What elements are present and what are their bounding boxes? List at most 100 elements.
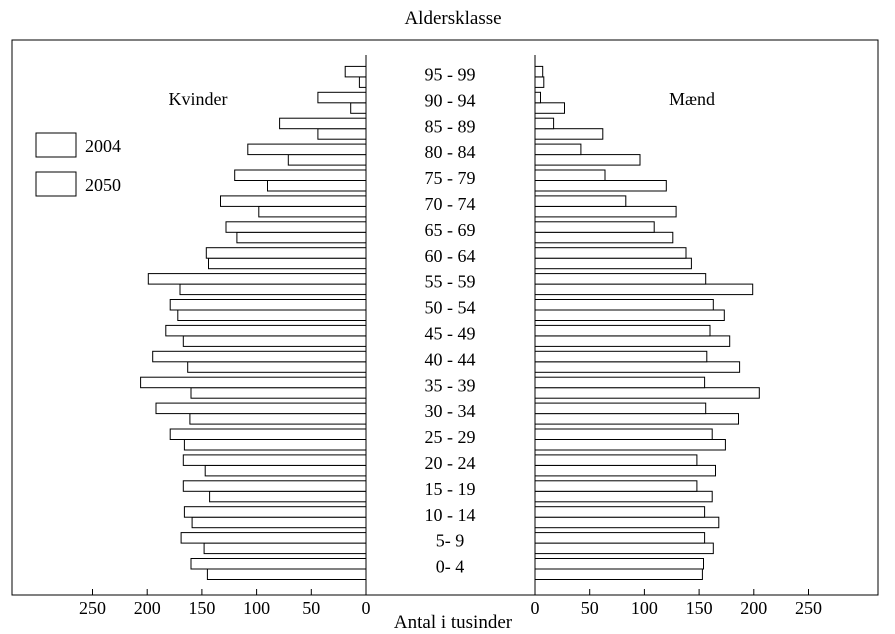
bar-left-2050-10 xyxy=(169,299,367,311)
bar-right-2004-19 xyxy=(534,76,545,88)
bar-left-2004-17 xyxy=(317,128,367,140)
bar-right-2004-4 xyxy=(534,464,716,477)
age-class-label-4: 20 - 24 xyxy=(425,453,476,473)
bar-right-2004-1 xyxy=(534,542,714,555)
bar-right-2004-0 xyxy=(534,568,703,580)
age-class-label-18: 90 - 94 xyxy=(425,90,476,110)
left-panel-label: Kvinder xyxy=(169,89,228,109)
bar-left-2050-11 xyxy=(147,273,367,285)
bar-left-2050-7 xyxy=(140,376,367,389)
x-axis-label: Antal i tusinder xyxy=(394,612,513,633)
age-class-label-12: 60 - 64 xyxy=(425,246,476,266)
bar-left-2004-2 xyxy=(191,516,367,529)
bar-right-2050-17 xyxy=(534,117,555,130)
bar-right-2050-9 xyxy=(534,324,711,337)
bar-right-2004-11 xyxy=(534,283,754,296)
bar-right-2004-3 xyxy=(534,490,713,503)
age-class-label-16: 80 - 84 xyxy=(425,142,476,162)
x-tick-label-right-50: 50 xyxy=(581,598,599,618)
bar-right-2050-19 xyxy=(534,65,544,78)
bar-right-2004-15 xyxy=(534,180,667,192)
bar-right-2050-1 xyxy=(534,532,706,544)
right-panel-label: Mænd xyxy=(669,89,715,109)
x-tick-label-right-250: 250 xyxy=(795,598,822,618)
x-tick-label-left-100: 100 xyxy=(243,598,270,618)
bar-right-2050-2 xyxy=(534,506,706,518)
x-tick-label-left-150: 150 xyxy=(188,598,215,618)
bar-left-2004-8 xyxy=(187,361,367,373)
bar-left-2050-5 xyxy=(169,428,367,440)
bar-left-2050-14 xyxy=(220,195,367,207)
bar-right-2004-13 xyxy=(534,231,674,244)
x-tick-label-right-150: 150 xyxy=(686,598,713,618)
legend-label-2004: 2004 xyxy=(85,136,121,156)
bar-right-2050-11 xyxy=(534,273,707,285)
bar-right-2004-9 xyxy=(534,335,731,347)
age-class-label-3: 15 - 19 xyxy=(425,479,476,499)
bar-left-2050-9 xyxy=(165,324,367,337)
bar-right-2050-14 xyxy=(534,195,627,207)
bar-right-2050-18 xyxy=(534,91,541,104)
bar-left-2050-8 xyxy=(152,350,367,363)
bar-left-2004-13 xyxy=(236,231,367,244)
bar-left-2050-19 xyxy=(344,65,367,78)
x-tick-label-left-250: 250 xyxy=(79,598,106,618)
bar-left-2050-13 xyxy=(225,221,367,233)
bar-right-2004-12 xyxy=(534,257,692,270)
bar-left-2050-3 xyxy=(182,480,367,492)
bar-left-2004-1 xyxy=(203,542,367,555)
age-class-label-14: 70 - 74 xyxy=(425,194,476,214)
bar-right-2050-3 xyxy=(534,480,698,492)
bar-left-2004-16 xyxy=(287,154,367,166)
axes: 250 200 150 100 50 0 0 50 100 150 200 250 xyxy=(79,55,822,618)
bar-right-2050-15 xyxy=(534,169,606,181)
bar-right-2050-16 xyxy=(534,143,582,156)
bars xyxy=(140,65,760,580)
age-class-label-7: 35 - 39 xyxy=(425,375,476,395)
bar-left-2004-5 xyxy=(183,439,367,451)
age-class-label-2: 10 - 14 xyxy=(425,505,476,525)
bar-left-2004-0 xyxy=(206,568,367,580)
x-tick-label-left-0: 0 xyxy=(362,598,371,618)
bar-right-2004-7 xyxy=(534,387,760,399)
bar-right-2004-17 xyxy=(534,128,604,140)
age-class-label-1: 5- 9 xyxy=(436,531,465,551)
bar-left-2004-10 xyxy=(177,309,367,321)
legend-label-2050: 2050 xyxy=(85,175,121,195)
bar-right-2050-0 xyxy=(534,558,704,570)
legend-swatch-2050 xyxy=(35,171,77,197)
x-tick-label-right-200: 200 xyxy=(740,598,767,618)
x-tick-label-left-200: 200 xyxy=(134,598,161,618)
bar-right-2004-6 xyxy=(534,413,739,425)
bar-right-2004-10 xyxy=(534,309,725,321)
age-class-label-0: 0- 4 xyxy=(436,557,465,577)
bar-right-2004-14 xyxy=(534,205,677,218)
bar-left-2050-4 xyxy=(182,454,367,466)
bar-left-2004-18 xyxy=(350,102,367,114)
bar-left-2004-3 xyxy=(209,490,367,503)
bar-left-2050-0 xyxy=(190,558,367,570)
bar-right-2004-2 xyxy=(534,516,720,529)
bar-right-2050-4 xyxy=(534,454,698,466)
bar-left-2050-1 xyxy=(180,532,367,544)
bar-right-2004-8 xyxy=(534,361,741,373)
bar-right-2004-18 xyxy=(534,102,565,114)
bar-right-2050-12 xyxy=(534,247,687,259)
bar-left-2004-4 xyxy=(204,464,367,477)
age-class-label-19: 95 - 99 xyxy=(425,65,476,85)
bar-left-2004-9 xyxy=(182,335,367,347)
age-class-label-11: 55 - 59 xyxy=(425,272,476,292)
age-class-label-10: 50 - 54 xyxy=(425,298,476,318)
age-class-label-5: 25 - 29 xyxy=(425,427,476,447)
x-tick-label-right-0: 0 xyxy=(531,598,540,618)
bar-right-2004-5 xyxy=(534,439,726,451)
x-tick-label-left-50: 50 xyxy=(302,598,320,618)
chart-title: Aldersklasse xyxy=(404,8,501,29)
age-class-label-6: 30 - 34 xyxy=(425,401,476,421)
bar-left-2050-2 xyxy=(183,506,367,518)
bar-left-2050-12 xyxy=(205,247,367,259)
bar-left-2050-17 xyxy=(279,117,367,130)
age-class-label-15: 75 - 79 xyxy=(425,168,476,188)
legend: 2004 2050 xyxy=(35,132,121,197)
